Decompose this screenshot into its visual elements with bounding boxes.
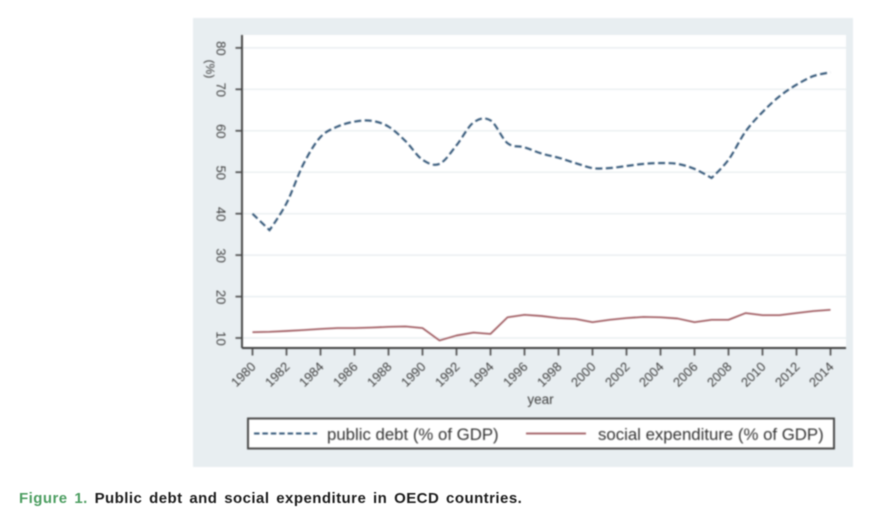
svg-text:10: 10 bbox=[214, 331, 229, 345]
svg-text:40: 40 bbox=[214, 207, 229, 221]
svg-text:60: 60 bbox=[214, 124, 229, 138]
svg-text:20: 20 bbox=[214, 290, 229, 304]
svg-text:(%): (%) bbox=[203, 60, 217, 79]
svg-text:70: 70 bbox=[214, 83, 229, 97]
svg-text:50: 50 bbox=[214, 165, 229, 179]
svg-text:year: year bbox=[527, 392, 554, 407]
svg-text:30: 30 bbox=[214, 248, 229, 262]
svg-text:80: 80 bbox=[214, 41, 229, 55]
svg-text:public debt (% of GDP): public debt (% of GDP) bbox=[327, 425, 499, 444]
svg-text:social expenditure (% of GDP): social expenditure (% of GDP) bbox=[598, 425, 824, 444]
